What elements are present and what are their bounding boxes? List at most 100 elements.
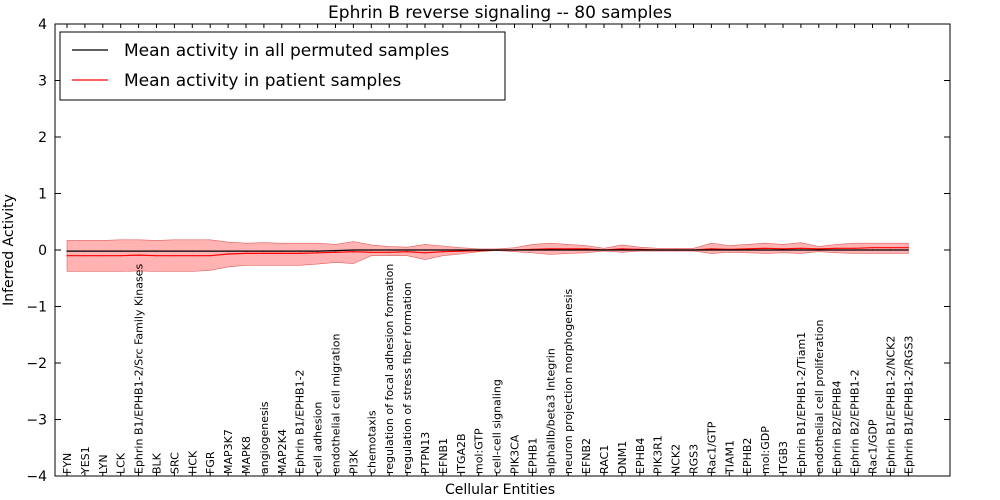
x-category-label: angiogenesis	[258, 401, 271, 474]
patient-point-38	[746, 248, 748, 250]
x-category-label: PIK3R1	[652, 435, 665, 474]
x-category-label: FGR	[204, 451, 217, 474]
permuted-point-11	[263, 250, 265, 252]
x-category-label: EFNB1	[437, 438, 450, 474]
x-category-label: ITGB3	[777, 441, 790, 474]
y-tick-label: −4	[26, 469, 47, 485]
x-category-label: Ephrin B1/EPHB1-2/RGS3	[902, 336, 915, 474]
patient-point-27	[549, 248, 551, 250]
permuted-point-34	[675, 249, 677, 251]
permuted-point-41	[800, 249, 802, 251]
x-category-label: MAP2K4	[276, 429, 289, 474]
x-category-label: EPHB2	[741, 438, 754, 474]
patient-point-28	[567, 248, 569, 250]
permuted-point-7	[191, 250, 193, 252]
permuted-point-21	[442, 249, 444, 251]
permuted-point-9	[227, 250, 229, 252]
x-category-label: PTPN13	[419, 432, 432, 474]
x-category-label: chemotaxis	[365, 410, 378, 474]
patient-point-1	[84, 255, 86, 257]
permuted-point-23	[478, 249, 480, 251]
patient-point-29	[585, 248, 587, 250]
chart-title: Ephrin B reverse signaling -- 80 samples	[328, 3, 672, 23]
x-category-label: DNM1	[616, 441, 629, 474]
y-tick-label: −3	[26, 413, 47, 429]
plot-frame	[54, 23, 951, 477]
x-category-label: cell-cell signaling	[491, 379, 504, 474]
x-category-label: BLK	[151, 452, 164, 474]
x-category-label: RGS3	[688, 444, 701, 474]
x-category-label: ITGA2B	[455, 433, 468, 474]
x-category-label: MAP3K7	[222, 429, 235, 474]
x-category-label: endothelial cell migration	[330, 334, 343, 474]
y-tick-label: 3	[38, 74, 47, 90]
x-category-label: neuron projection morphogenesis	[562, 288, 575, 474]
x-category-label: LYN	[97, 454, 110, 474]
x-category-label: RAC1	[598, 445, 611, 474]
patient-point-5	[155, 255, 158, 257]
permuted-point-8	[209, 250, 211, 252]
permuted-point-19	[406, 249, 408, 251]
permuted-mean-line	[67, 249, 909, 252]
permuted-point-30	[603, 249, 605, 251]
x-category-label: Ephrin B1/EPHB1-2/Src Family Kinases	[133, 264, 146, 474]
permuted-point-29	[585, 249, 587, 251]
patient-point-18	[388, 251, 390, 253]
permuted-point-31	[621, 249, 623, 251]
x-category-label: Ephrin B1/EPHB1-2/NCK2	[884, 336, 897, 474]
patient-point-22	[460, 250, 462, 252]
permuted-point-42	[818, 249, 820, 251]
permuted-point-35	[692, 249, 695, 251]
patient-activity-band	[66, 239, 909, 272]
x-category-label: Ephrin B2/EPHB4	[831, 380, 844, 474]
permuted-point-22	[460, 249, 462, 251]
x-category-label: PI3K	[347, 449, 360, 474]
plot-area: −4 −3 −2 −1 0 1 2 3 4 FYN YES1 LYN LCK Ephrin B1/EPHB…	[26, 17, 950, 485]
permuted-point-44	[854, 249, 856, 251]
permuted-point-32	[639, 249, 641, 251]
x-category-label: FYN	[61, 453, 74, 474]
permuted-point-4	[138, 250, 140, 252]
patient-point-8	[209, 255, 211, 257]
x-category-label: Rac1/GDP	[867, 419, 880, 474]
patient-point-36	[710, 248, 713, 250]
patient-point-0	[66, 255, 68, 257]
patient-point-2	[102, 255, 104, 257]
permuted-point-33	[657, 249, 659, 251]
patient-point-46	[889, 247, 892, 249]
permuted-point-47	[907, 249, 909, 251]
permuted-point-10	[245, 250, 247, 252]
patient-point-44	[854, 247, 856, 249]
x-category-label: alphaIIb/beta3 Integrin	[544, 348, 557, 474]
permuted-point-14	[317, 250, 319, 252]
permuted-point-16	[352, 249, 354, 251]
permuted-point-36	[710, 249, 713, 251]
patient-point-12	[281, 252, 283, 254]
permuted-point-45	[871, 249, 874, 251]
x-category-label: PIK3CA	[509, 434, 522, 474]
x-category-label: TIAM1	[723, 440, 736, 475]
x-category-label: Ephrin B1/EPHB1-2	[294, 369, 307, 474]
permuted-point-5	[155, 250, 158, 252]
x-category-label: EPHB1	[526, 438, 539, 474]
permuted-point-13	[299, 250, 301, 252]
y-tick-label: −1	[26, 300, 47, 316]
y-tick-label: 0	[38, 243, 47, 259]
x-category-label: YES1	[79, 446, 92, 475]
permuted-point-20	[424, 249, 426, 251]
patient-point-10	[245, 252, 247, 254]
permuted-point-0	[66, 250, 68, 252]
permuted-point-6	[173, 250, 175, 252]
patient-point-39	[764, 247, 766, 249]
x-category-label: Rac1/GTP	[705, 421, 718, 474]
permuted-point-38	[746, 249, 748, 251]
patient-point-16	[352, 251, 354, 253]
x-category-label: SRC	[168, 452, 181, 474]
x-category-label: Ephrin B1/EPHB1-2/Tiam1	[795, 332, 808, 474]
y-tick-label: 2	[38, 130, 47, 146]
x-category-label: mol:GDP	[759, 426, 772, 474]
x-category-label: EFNB2	[580, 438, 593, 474]
patient-point-41	[800, 247, 802, 249]
x-category-label: endothelial cell proliferation	[813, 320, 826, 474]
